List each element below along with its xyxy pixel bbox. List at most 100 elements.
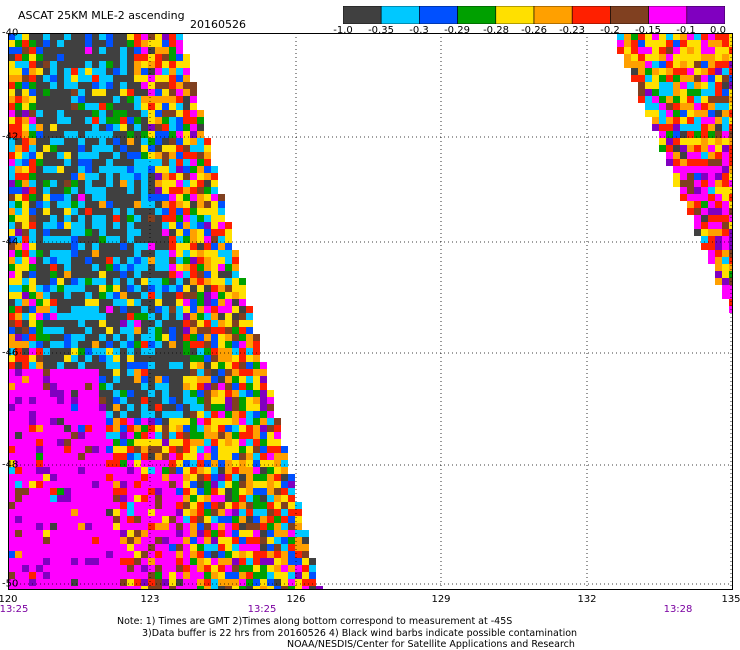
swath-cell <box>43 180 50 187</box>
swath-cell <box>8 201 15 208</box>
swath-cell <box>36 453 43 460</box>
swath-cell <box>127 586 134 590</box>
swath-cell <box>134 33 141 40</box>
swath-cell <box>176 61 183 68</box>
swath-cell <box>701 173 708 180</box>
swath-cell <box>8 586 15 590</box>
swath-cell <box>22 334 29 341</box>
swath-cell <box>162 145 169 152</box>
swath-cell <box>71 586 78 590</box>
swath-cell <box>715 145 722 152</box>
swath-cell <box>715 75 722 82</box>
swath-cell <box>99 565 106 572</box>
swath-cell <box>50 572 57 579</box>
swath-cell <box>162 516 169 523</box>
swath-cell <box>274 579 281 586</box>
swath-cell <box>176 257 183 264</box>
swath-cell <box>113 33 120 40</box>
swath-cell <box>169 565 176 572</box>
swath-cell <box>148 467 155 474</box>
swath-cell <box>232 271 239 278</box>
swath-cell <box>15 355 22 362</box>
swath-cell <box>162 180 169 187</box>
swath-cell <box>120 390 127 397</box>
swath-cell <box>15 166 22 173</box>
swath-cell <box>141 516 148 523</box>
swath-cell <box>225 285 232 292</box>
swath-cell <box>295 516 302 523</box>
swath-cell <box>673 33 680 40</box>
swath-cell <box>204 355 211 362</box>
swath-cell <box>8 572 15 579</box>
swath-cell <box>169 264 176 271</box>
swath-cell <box>50 159 57 166</box>
swath-cell <box>253 397 260 404</box>
swath-cell <box>78 495 85 502</box>
swath-cell <box>267 523 274 530</box>
swath-cell <box>148 334 155 341</box>
swath-cell <box>71 397 78 404</box>
swath-cell <box>120 82 127 89</box>
swath-cell <box>246 460 253 467</box>
swath-cell <box>190 523 197 530</box>
swath-cell <box>57 446 64 453</box>
colorbar-swatch <box>533 6 573 24</box>
colorbar-swatch <box>610 6 649 24</box>
swath-cell <box>204 201 211 208</box>
swath-cell <box>722 264 729 271</box>
swath-cell <box>57 586 64 590</box>
swath-cell <box>141 187 148 194</box>
swath-cell <box>92 355 99 362</box>
swath-cell <box>680 187 687 194</box>
swath-cell <box>36 152 43 159</box>
swath-cell <box>232 502 239 509</box>
swath-cell <box>57 369 64 376</box>
swath-cell <box>197 474 204 481</box>
swath-cell <box>141 488 148 495</box>
swath-cell <box>134 572 141 579</box>
swath-cell <box>141 376 148 383</box>
swath-cell <box>57 243 64 250</box>
swath-cell <box>113 250 120 257</box>
swath-cell <box>673 47 680 54</box>
swath-cell <box>260 586 267 590</box>
swath-cell <box>729 236 733 243</box>
swath-cell <box>183 292 190 299</box>
swath-cell <box>715 152 722 159</box>
swath-cell <box>162 96 169 103</box>
swath-cell <box>36 404 43 411</box>
swath-cell <box>176 383 183 390</box>
swath-cell <box>141 453 148 460</box>
swath-cell <box>673 159 680 166</box>
swath-cell <box>50 124 57 131</box>
swath-cell <box>78 460 85 467</box>
swath-cell <box>113 68 120 75</box>
swath-cell <box>29 299 36 306</box>
swath-cell <box>701 243 708 250</box>
swath-cell <box>232 439 239 446</box>
swath-cell <box>29 467 36 474</box>
swath-cell <box>106 117 113 124</box>
swath-cell <box>715 110 722 117</box>
swath-cell <box>302 586 309 590</box>
swath-cell <box>190 229 197 236</box>
swath-cell <box>29 285 36 292</box>
colorbar-label: -0.2 <box>600 25 620 36</box>
swath-cell <box>99 425 106 432</box>
swath-cell <box>218 229 225 236</box>
swath-cell <box>36 376 43 383</box>
swath-cell <box>218 369 225 376</box>
swath-cell <box>155 558 162 565</box>
swath-cell <box>701 208 708 215</box>
swath-cell <box>211 341 218 348</box>
swath-cell <box>64 537 71 544</box>
swath-cell <box>267 516 274 523</box>
swath-cell <box>239 467 246 474</box>
swath-cell <box>729 40 733 47</box>
swath-cell <box>722 117 729 124</box>
swath-cell <box>43 47 50 54</box>
swath-cell <box>218 544 225 551</box>
swath-cell <box>141 495 148 502</box>
swath-cell <box>148 502 155 509</box>
swath-cell <box>155 145 162 152</box>
